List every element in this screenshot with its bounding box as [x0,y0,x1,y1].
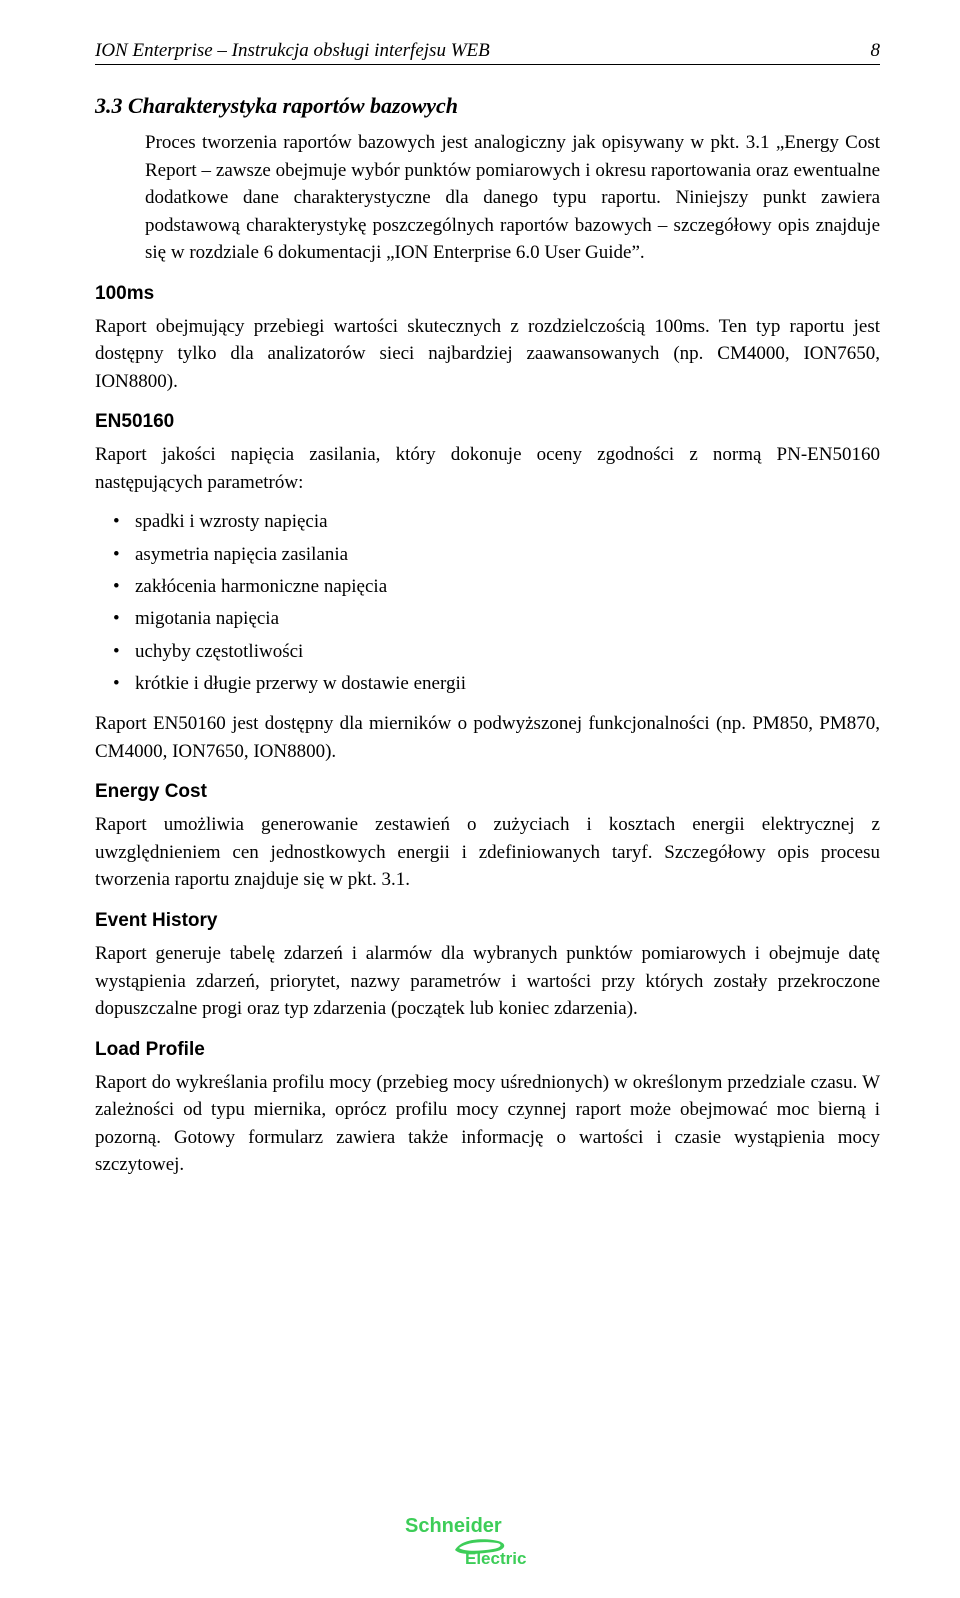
list-item: spadki i wzrosty napięcia [135,506,880,538]
list-item: migotania napięcia [135,603,880,635]
text-loadprofile: Raport do wykreślania profilu mocy (prze… [95,1069,880,1179]
header-title: ION Enterprise – Instrukcja obsługi inte… [95,40,490,62]
page-header: ION Enterprise – Instrukcja obsługi inte… [95,40,880,65]
svg-text:Schneider: Schneider [405,1515,502,1537]
text-100ms: Raport obejmujący przebiegi wartości sku… [95,313,880,396]
text-eventhistory: Raport generuje tabelę zdarzeń i alarmów… [95,940,880,1023]
subhead-energycost: Energy Cost [95,781,880,803]
header-page-number: 8 [871,40,881,62]
subhead-100ms: 100ms [95,283,880,305]
list-item: krótkie i długie przerwy w dostawie ener… [135,668,880,700]
text-en50160-intro: Raport jakości napięcia zasilania, który… [95,441,880,496]
footer-logo: Schneider Electric [0,1512,960,1573]
schneider-electric-logo-icon: Schneider Electric [405,1512,555,1568]
subhead-eventhistory: Event History [95,910,880,932]
subhead-loadprofile: Load Profile [95,1039,880,1061]
subhead-en50160: EN50160 [95,411,880,433]
list-item: zakłócenia harmoniczne napięcia [135,571,880,603]
text-energycost: Raport umożliwia generowanie zestawień o… [95,811,880,894]
list-item: uchyby częstotliwości [135,636,880,668]
document-page: ION Enterprise – Instrukcja obsługi inte… [0,0,960,1598]
section-intro: Proces tworzenia raportów bazowych jest … [95,129,880,267]
svg-text:Electric: Electric [465,1549,526,1568]
section-heading: 3.3 Charakterystyka raportów bazowych [95,93,880,119]
text-en50160-after: Raport EN50160 jest dostępny dla miernik… [95,710,880,765]
en50160-bullet-list: spadki i wzrosty napięcia asymetria napi… [95,506,880,700]
list-item: asymetria napięcia zasilania [135,539,880,571]
